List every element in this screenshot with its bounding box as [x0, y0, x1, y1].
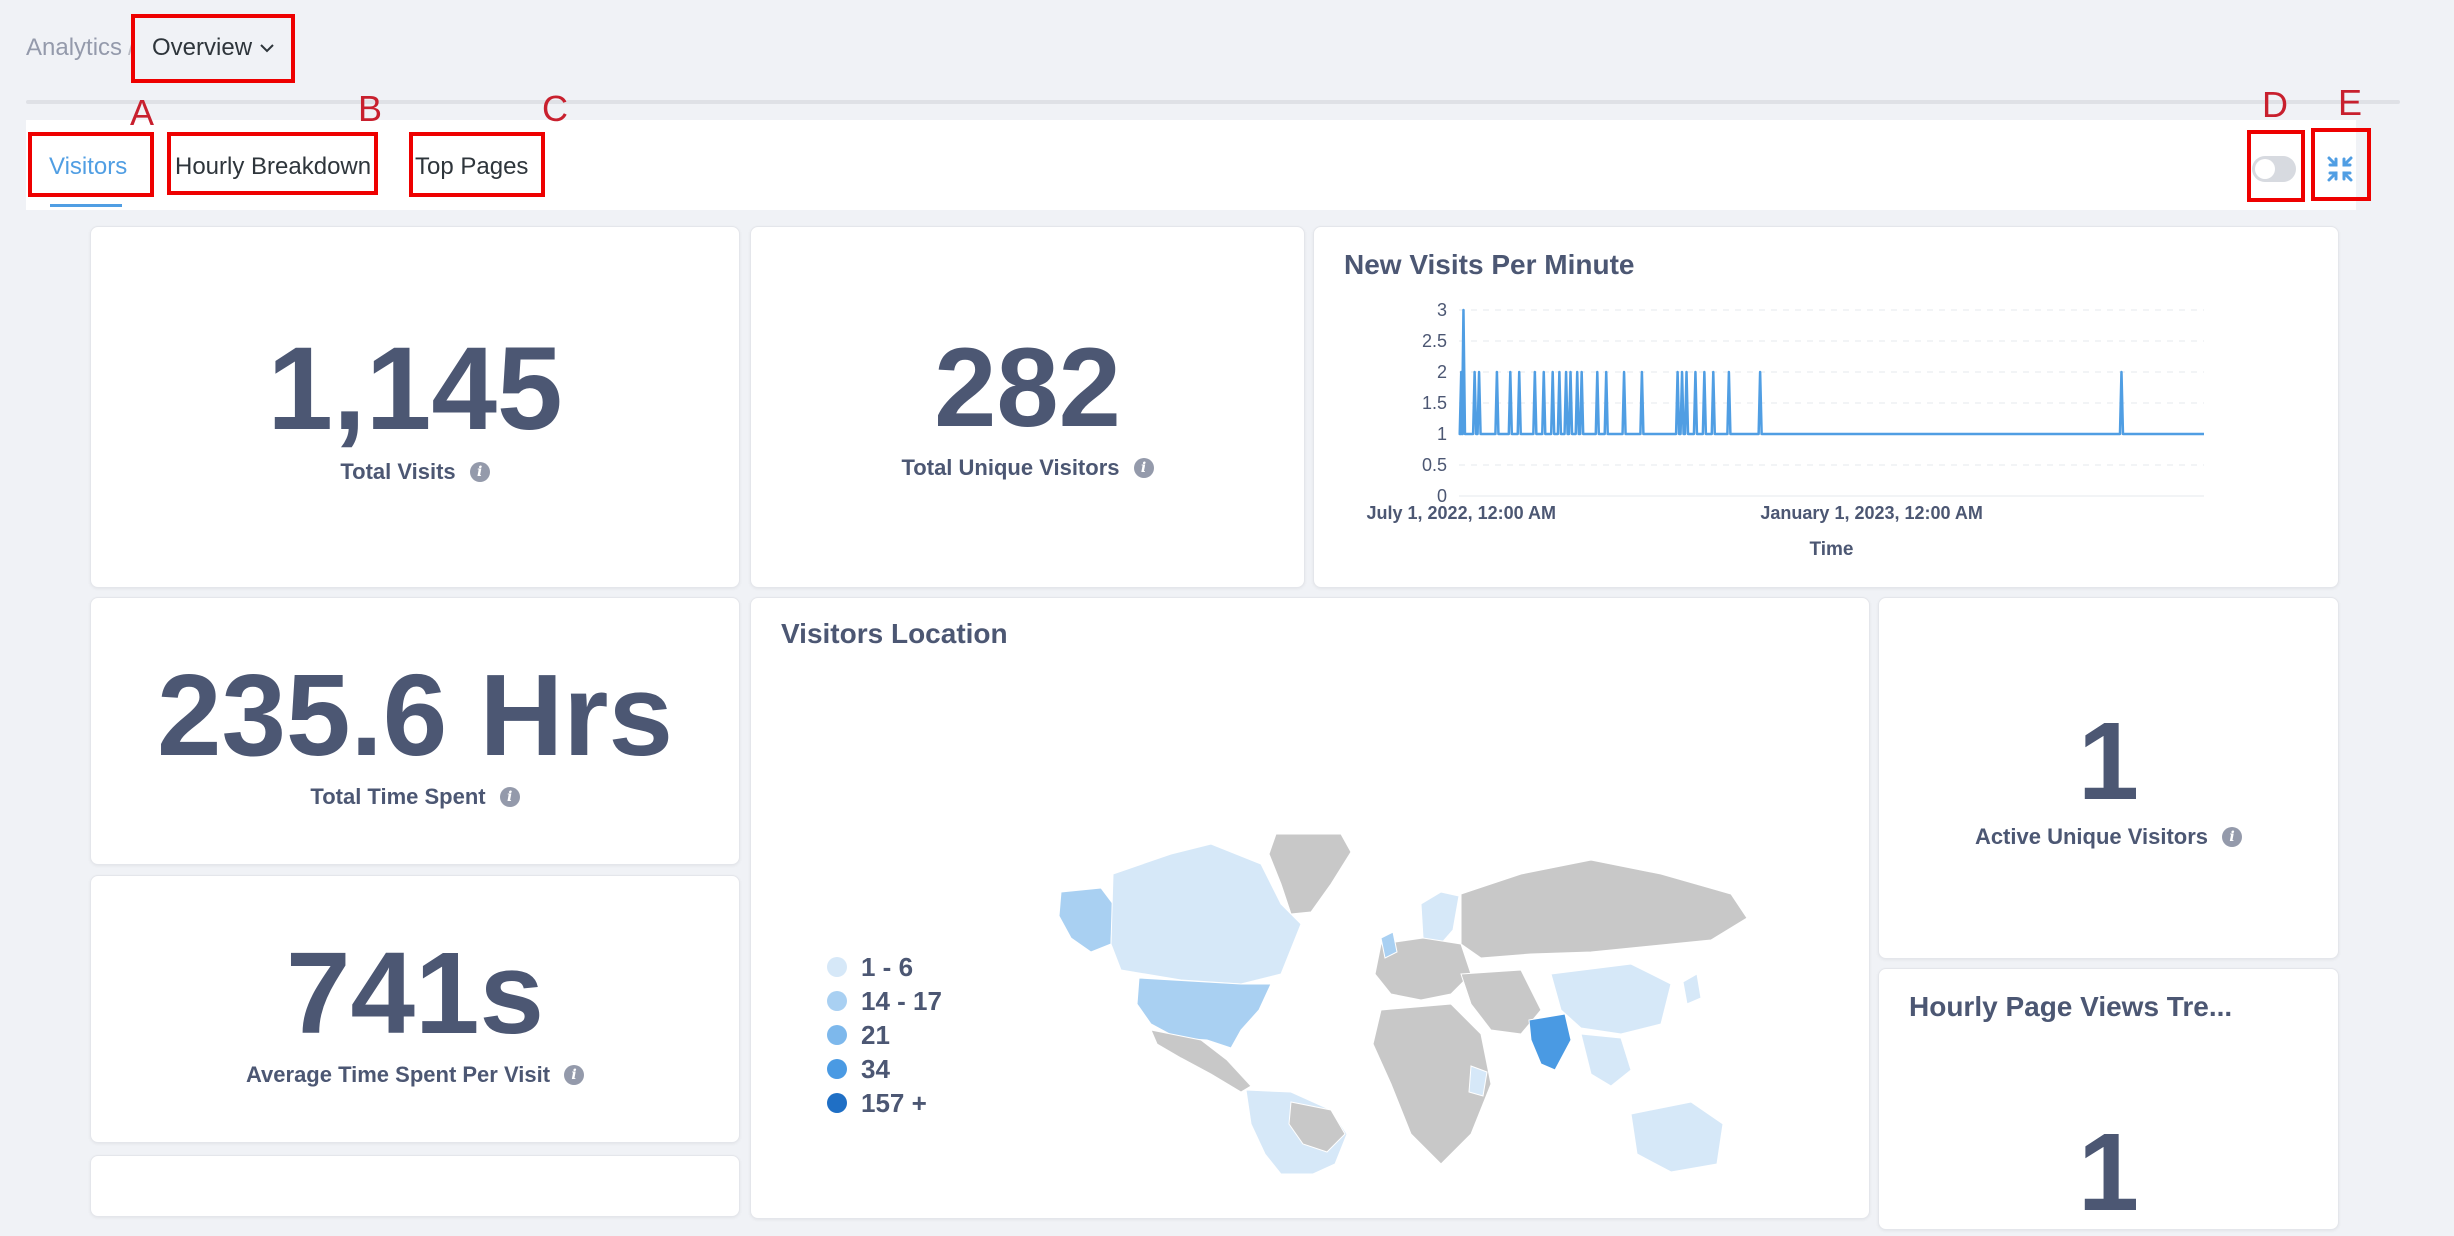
card-partial-bottom	[90, 1155, 740, 1217]
annotation-label-d: D	[2262, 84, 2288, 126]
annotation-box-dashboard-selector	[131, 14, 295, 83]
map-legend: 1 - 6 14 - 17 21 34 157 +	[827, 950, 942, 1120]
card-total-time-spent: 235.6 Hrs Total Time Spent i	[90, 597, 740, 865]
card-avg-time-per-visit: 741s Average Time Spent Per Visit i	[90, 875, 740, 1143]
card-total-unique-visitors: 282 Total Unique Visitors i	[750, 226, 1305, 588]
total-visits-label-row: Total Visits i	[91, 459, 739, 485]
legend-item: 34	[827, 1052, 942, 1086]
auto-refresh-toggle[interactable]	[2252, 156, 2296, 182]
y-tick-label: 0.5	[1422, 455, 1447, 475]
legend-swatch	[827, 1093, 847, 1113]
hourly-page-views-title: Hourly Page Views Tre...	[1909, 991, 2232, 1023]
annotation-box-b	[167, 132, 378, 195]
legend-label: 157 +	[861, 1088, 927, 1119]
world-map	[1051, 834, 1751, 1174]
legend-label: 14 - 17	[861, 986, 942, 1017]
x-tick-label: July 1, 2022, 12:00 AM	[1367, 503, 1556, 523]
map-title: Visitors Location	[781, 618, 1008, 650]
total-unique-visitors-label: Total Unique Visitors	[902, 455, 1120, 481]
map-region-japan	[1683, 974, 1701, 1004]
map-region-india	[1529, 1014, 1571, 1070]
legend-item: 21	[827, 1018, 942, 1052]
y-tick-label: 2	[1437, 362, 1447, 382]
y-tick-label: 1.5	[1422, 393, 1447, 413]
legend-swatch	[827, 1025, 847, 1045]
map-region-scandinavia	[1421, 892, 1459, 946]
active-unique-visitors-label-row: Active Unique Visitors i	[1879, 824, 2338, 850]
info-icon[interactable]: i	[500, 787, 520, 807]
map-region-russia	[1461, 860, 1747, 958]
fullscreen-icon[interactable]	[2325, 154, 2355, 184]
x-axis-label: Time	[1809, 539, 1853, 560]
avg-time-per-visit-label: Average Time Spent Per Visit	[246, 1062, 550, 1088]
hourly-page-views-value: 1	[1879, 1109, 2338, 1236]
legend-swatch	[827, 957, 847, 977]
breadcrumb-analytics[interactable]: Analytics	[26, 34, 122, 62]
map-region-alaska	[1059, 888, 1113, 952]
legend-swatch	[827, 991, 847, 1011]
x-tick-label: January 1, 2023, 12:00 AM	[1760, 503, 1982, 523]
info-icon[interactable]: i	[564, 1065, 584, 1085]
annotation-label-a: A	[130, 92, 154, 134]
total-time-spent-label-row: Total Time Spent i	[91, 784, 739, 810]
total-time-spent-label: Total Time Spent	[310, 784, 485, 810]
legend-item: 157 +	[827, 1086, 942, 1120]
annotation-box-c	[409, 132, 545, 197]
total-time-spent-value: 235.6 Hrs	[91, 648, 739, 782]
legend-item: 1 - 6	[827, 950, 942, 984]
card-active-unique-visitors: 1 Active Unique Visitors i	[1878, 597, 2339, 959]
card-visitors-location: Visitors Location 1 - 6 14 - 17 21	[750, 597, 1870, 1219]
annotation-label-c: C	[542, 88, 568, 130]
header-divider	[26, 100, 2400, 104]
y-tick-label: 3	[1437, 300, 1447, 320]
legend-swatch	[827, 1059, 847, 1079]
card-hourly-page-views: Hourly Page Views Tre... 1	[1878, 968, 2339, 1230]
avg-time-per-visit-value: 741s	[91, 926, 739, 1060]
active-tab-indicator	[50, 204, 122, 207]
annotation-label-b: B	[358, 88, 382, 130]
map-region-china	[1551, 964, 1671, 1034]
info-icon[interactable]: i	[1134, 458, 1154, 478]
annotation-label-e: E	[2338, 82, 2362, 124]
card-total-visits: 1,145 Total Visits i	[90, 226, 740, 588]
legend-label: 21	[861, 1020, 890, 1051]
info-icon[interactable]: i	[2222, 827, 2242, 847]
legend-label: 34	[861, 1054, 890, 1085]
map-region-greenland	[1269, 834, 1351, 914]
map-region-australia	[1631, 1102, 1723, 1172]
total-unique-visitors-value: 282	[751, 323, 1304, 452]
map-region-canada	[1111, 844, 1301, 984]
y-tick-label: 1	[1437, 424, 1447, 444]
active-unique-visitors-label: Active Unique Visitors	[1975, 824, 2208, 850]
annotation-box-a	[28, 132, 154, 197]
total-visits-value: 1,145	[91, 321, 739, 457]
y-tick-label: 2.5	[1422, 331, 1447, 351]
avg-time-per-visit-label-row: Average Time Spent Per Visit i	[91, 1062, 739, 1088]
map-region-southeast-asia	[1581, 1034, 1631, 1086]
toggle-knob	[2255, 159, 2275, 179]
total-unique-visitors-label-row: Total Unique Visitors i	[751, 455, 1304, 481]
total-visits-label: Total Visits	[340, 459, 455, 485]
active-unique-visitors-value: 1	[1879, 698, 2338, 825]
legend-label: 1 - 6	[861, 952, 913, 983]
info-icon[interactable]: i	[470, 462, 490, 482]
legend-item: 14 - 17	[827, 984, 942, 1018]
